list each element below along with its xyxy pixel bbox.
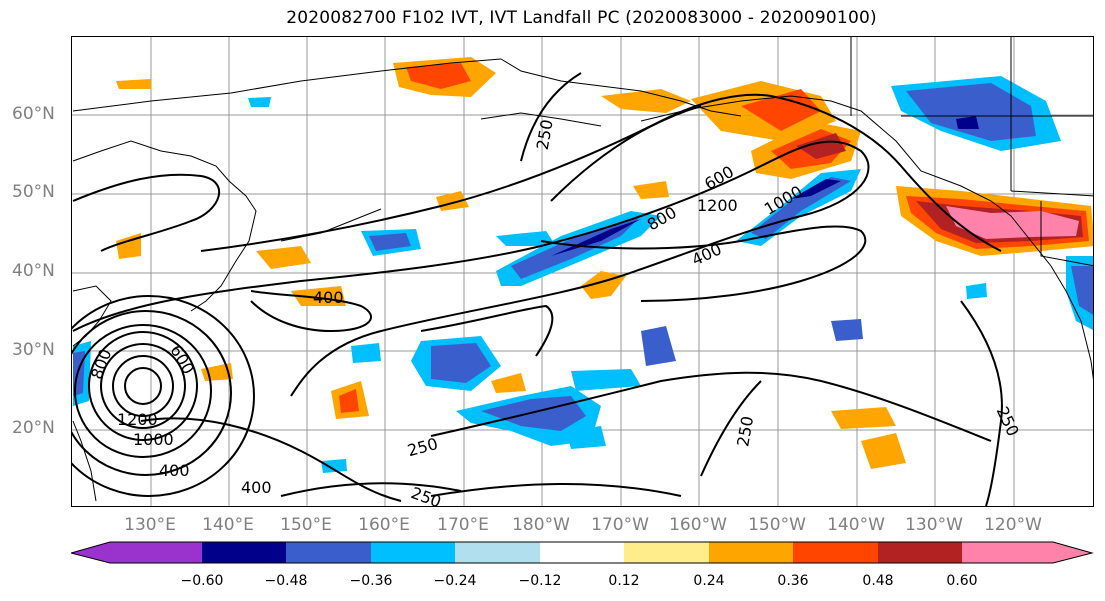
negative-anomaly-shading [73, 76, 1093, 473]
colorbar-segment [455, 542, 540, 563]
ivt-contours [72, 72, 1003, 506]
colorbar-tick: 0.60 [946, 573, 978, 589]
colorbar-segment [793, 542, 878, 563]
colorbar-tick: −0.36 [349, 573, 393, 589]
lat-label-30n: 30°N [12, 340, 55, 360]
contour-label: 400 [313, 288, 344, 307]
colorbar-outline [71, 541, 1094, 564]
contour-label: 1200 [697, 196, 738, 215]
map-title: 2020082700 F102 IVT, IVT Landfall PC (20… [286, 8, 877, 28]
colorbar-tick: −0.60 [180, 573, 224, 589]
lon-label-130w: 130°W [905, 515, 963, 535]
contour-label: 250 [993, 403, 1023, 439]
contour-label: 800 [644, 203, 680, 235]
colorbar-tick: 0.24 [693, 573, 725, 589]
contour-label: 400 [241, 478, 272, 497]
lat-label-40n: 40°N [12, 261, 55, 281]
lon-label-180w: 180°W [512, 515, 570, 535]
contour-label: 250 [733, 415, 757, 448]
contour-label: 1000 [133, 430, 174, 449]
lon-label-170w: 170°W [591, 515, 649, 535]
contour-label: 400 [159, 461, 190, 480]
lat-label-60n: 60°N [12, 104, 55, 124]
colorbar-tick: −0.24 [433, 573, 477, 589]
lon-label-170e: 170°E [437, 515, 489, 535]
colorbar [71, 541, 1094, 564]
colorbar-tick: 0.48 [862, 573, 894, 589]
map-panel: 250 400 600 800 1000 1200 1200 1000 800 … [71, 36, 1094, 507]
colorbar-tick: −0.12 [518, 573, 562, 589]
lat-label-50n: 50°N [12, 182, 55, 202]
lon-label-140e: 140°E [202, 515, 254, 535]
contour-label: 250 [405, 434, 439, 460]
lon-label-160w: 160°W [669, 515, 727, 535]
contour-label: 250 [533, 118, 557, 151]
lon-label-130e: 130°E [124, 515, 176, 535]
colorbar-segment [540, 542, 624, 563]
colorbar-segments [71, 542, 1092, 563]
colorbar-segment [709, 542, 793, 563]
colorbar-segment [286, 542, 371, 563]
colorbar-segment [371, 542, 455, 563]
lon-label-150w: 150°W [748, 515, 806, 535]
lon-label-140w: 140°W [827, 515, 885, 535]
colorbar-segment [202, 542, 286, 563]
colorbar-segment [878, 542, 962, 563]
lon-label-160e: 160°E [358, 515, 410, 535]
colorbar-tick: 0.36 [777, 573, 809, 589]
colorbar-segment [71, 542, 202, 563]
lon-label-120w: 120°W [984, 515, 1042, 535]
colorbar-segment [962, 542, 1092, 563]
lon-label-150e: 150°E [280, 515, 332, 535]
contour-label: 1200 [117, 410, 158, 429]
colorbar-tick: 0.12 [608, 573, 640, 589]
map-canvas: 250 400 600 800 1000 1200 1200 1000 800 … [72, 37, 1093, 506]
contour-label: 800 [87, 346, 115, 381]
contour-label: 600 [701, 162, 737, 194]
colorbar-segment [624, 542, 709, 563]
lat-label-20n: 20°N [12, 418, 55, 438]
colorbar-tick: −0.48 [264, 573, 308, 589]
